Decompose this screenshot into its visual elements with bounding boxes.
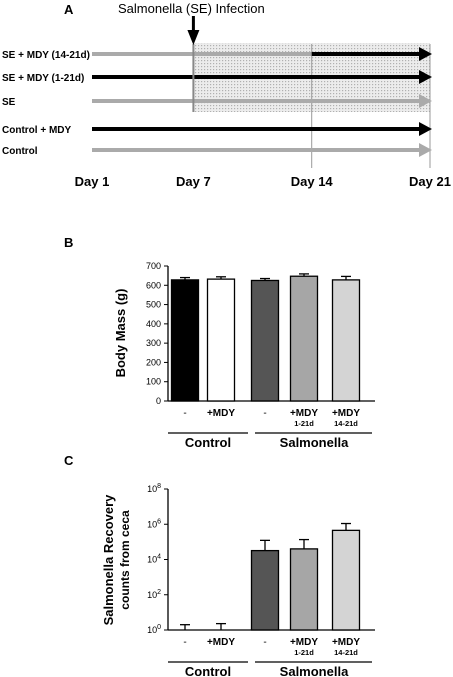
timeline-row-label: Control + MDY — [2, 125, 71, 136]
category-sublabel: 1-21d — [294, 419, 314, 428]
bar — [206, 278, 236, 402]
category-label: - — [183, 637, 186, 648]
category-label: +MDY — [207, 408, 235, 419]
category-label: +MDY — [332, 408, 360, 419]
timeline-row-label: SE — [2, 97, 16, 108]
panel-a-timeline: A Salmonella (SE) Infection SE + MDY (14… — [2, 1, 451, 189]
y-axis-title: Body Mass (g) — [113, 289, 128, 378]
timeline-arrowhead — [419, 143, 432, 157]
y-tick-label: 700 — [146, 261, 161, 271]
bar — [331, 279, 361, 402]
category-label: - — [263, 408, 266, 419]
category-label: +MDY — [290, 637, 318, 648]
bar — [289, 275, 319, 402]
y-axis-title-line1: Salmonella Recovery — [101, 494, 116, 626]
y-tick-label: 200 — [146, 357, 161, 367]
y-tick-label: 108 — [147, 483, 161, 494]
bar — [289, 548, 319, 631]
group-label-salmonella: Salmonella — [280, 664, 349, 677]
timeline-arrowhead — [419, 70, 432, 84]
timeline-arrowhead — [419, 94, 432, 108]
group-label-control: Control — [185, 664, 231, 677]
y-tick-label: 400 — [146, 319, 161, 329]
category-label: +MDY — [290, 408, 318, 419]
timeline-tick-label: Day 14 — [291, 174, 334, 189]
timeline-tick-label: Day 1 — [75, 174, 110, 189]
timeline-row-label: SE + MDY (14-21d) — [2, 50, 90, 61]
bar — [250, 549, 280, 631]
category-label: +MDY — [332, 637, 360, 648]
group-label-control: Control — [185, 435, 231, 450]
y-tick-label: 600 — [146, 280, 161, 290]
category-label: - — [183, 408, 186, 419]
infection-title: Salmonella (SE) Infection — [118, 1, 265, 16]
y-tick-label: 500 — [146, 300, 161, 310]
timeline-tick-label: Day 7 — [176, 174, 211, 189]
y-tick-label: 300 — [146, 338, 161, 348]
timeline-row-label: SE + MDY (1-21d) — [2, 73, 84, 84]
category-sublabel: 14-21d — [334, 419, 358, 428]
bar — [170, 279, 200, 402]
y-tick-label: 100 — [146, 377, 161, 387]
bar — [331, 529, 361, 631]
panel-a-letter: A — [64, 2, 74, 17]
y-tick-label: 100 — [147, 624, 161, 635]
bar — [250, 279, 280, 402]
infection-arrow-head — [187, 30, 200, 45]
timeline-arrowhead — [419, 47, 432, 61]
y-axis-title-line2: counts from ceca — [118, 510, 132, 610]
timeline-tick-label: Day 21 — [409, 174, 451, 189]
category-sublabel: 1-21d — [294, 648, 314, 657]
category-label: +MDY — [207, 637, 235, 648]
timeline-row-label: Control — [2, 146, 38, 157]
y-tick-label: 0 — [156, 396, 161, 406]
group-label-salmonella: Salmonella — [280, 435, 349, 450]
y-tick-label: 102 — [147, 589, 161, 600]
y-tick-label: 104 — [147, 554, 161, 565]
y-tick-label: 106 — [147, 518, 161, 529]
category-label: - — [263, 637, 266, 648]
timeline-arrowhead — [419, 122, 432, 136]
panel-c-letter: C — [64, 453, 74, 468]
panel-b-letter: B — [64, 235, 73, 250]
category-sublabel: 14-21d — [334, 648, 358, 657]
